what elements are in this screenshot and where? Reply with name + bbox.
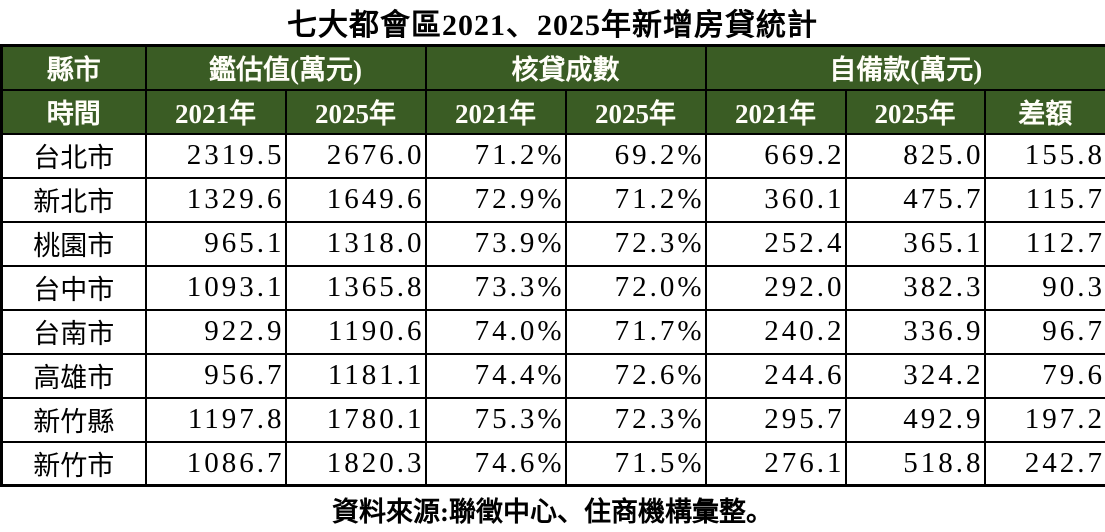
ltv-2025-cell: 71.7%	[566, 310, 706, 354]
appraisal-2025-cell: 2676.0	[286, 134, 426, 178]
ltv-2025-cell: 72.6%	[566, 354, 706, 398]
ltv-2025-cell: 72.3%	[566, 222, 706, 266]
appraisal-2021-cell: 1086.7	[146, 442, 286, 486]
diff-cell: 155.8	[985, 134, 1105, 178]
ltv-2021-cell: 71.2%	[426, 134, 566, 178]
down-2025-cell: 825.0	[846, 134, 985, 178]
down-2025-cell: 492.9	[846, 398, 985, 442]
table-row-taichung: 台中市 1093.1 1365.8 73.3% 72.0% 292.0 382.…	[2, 266, 1105, 310]
header-group-appraisal: 鑑估值(萬元)	[146, 46, 426, 90]
city-cell: 台北市	[2, 134, 146, 178]
ltv-2021-cell: 74.0%	[426, 310, 566, 354]
ltv-2025-cell: 72.0%	[566, 266, 706, 310]
city-cell: 高雄市	[2, 354, 146, 398]
appraisal-2025-cell: 1318.0	[286, 222, 426, 266]
appraisal-2021-cell: 956.7	[146, 354, 286, 398]
header-corner-time: 時間	[2, 90, 146, 134]
ltv-2025-cell: 71.5%	[566, 442, 706, 486]
city-cell: 台中市	[2, 266, 146, 310]
appraisal-2025-cell: 1820.3	[286, 442, 426, 486]
table-row-kaohsiung: 高雄市 956.7 1181.1 74.4% 72.6% 244.6 324.2…	[2, 354, 1105, 398]
ltv-2021-cell: 73.3%	[426, 266, 566, 310]
down-2025-cell: 475.7	[846, 178, 985, 222]
down-2021-cell: 292.0	[706, 266, 846, 310]
down-2025-cell: 324.2	[846, 354, 985, 398]
ltv-2025-cell: 71.2%	[566, 178, 706, 222]
diff-cell: 115.7	[985, 178, 1105, 222]
appraisal-2025-cell: 1190.6	[286, 310, 426, 354]
down-2021-cell: 244.6	[706, 354, 846, 398]
appraisal-2021-cell: 2319.5	[146, 134, 286, 178]
table-row-taoyuan: 桃園市 965.1 1318.0 73.9% 72.3% 252.4 365.1…	[2, 222, 1105, 266]
header-corner-city: 縣市	[2, 46, 146, 90]
table-row-tainan: 台南市 922.9 1190.6 74.0% 71.7% 240.2 336.9…	[2, 310, 1105, 354]
diff-cell: 96.7	[985, 310, 1105, 354]
header-ltv-2025: 2025年	[566, 90, 706, 134]
appraisal-2025-cell: 1181.1	[286, 354, 426, 398]
table-row-hsinchu-county: 新竹縣 1197.8 1780.1 75.3% 72.3% 295.7 492.…	[2, 398, 1105, 442]
header-down-2025: 2025年	[846, 90, 985, 134]
city-cell: 新竹市	[2, 442, 146, 486]
diff-cell: 197.2	[985, 398, 1105, 442]
ltv-2021-cell: 74.6%	[426, 442, 566, 486]
down-2025-cell: 336.9	[846, 310, 985, 354]
diff-cell: 112.7	[985, 222, 1105, 266]
header-diff: 差額	[985, 90, 1105, 134]
appraisal-2021-cell: 1197.8	[146, 398, 286, 442]
header-down-2021: 2021年	[706, 90, 846, 134]
down-2021-cell: 669.2	[706, 134, 846, 178]
ltv-2021-cell: 75.3%	[426, 398, 566, 442]
appraisal-2021-cell: 1093.1	[146, 266, 286, 310]
table-row-taipei: 台北市 2319.5 2676.0 71.2% 69.2% 669.2 825.…	[2, 134, 1105, 178]
table-row-newtaipei: 新北市 1329.6 1649.6 72.9% 71.2% 360.1 475.…	[2, 178, 1105, 222]
down-2021-cell: 252.4	[706, 222, 846, 266]
appraisal-2021-cell: 965.1	[146, 222, 286, 266]
down-2021-cell: 240.2	[706, 310, 846, 354]
ltv-2021-cell: 73.9%	[426, 222, 566, 266]
appraisal-2025-cell: 1649.6	[286, 178, 426, 222]
diff-cell: 242.7	[985, 442, 1105, 486]
ltv-2025-cell: 69.2%	[566, 134, 706, 178]
appraisal-2025-cell: 1365.8	[286, 266, 426, 310]
appraisal-2021-cell: 1329.6	[146, 178, 286, 222]
down-2021-cell: 295.7	[706, 398, 846, 442]
city-cell: 桃園市	[2, 222, 146, 266]
table-row-hsinchu-city: 新竹市 1086.7 1820.3 74.6% 71.5% 276.1 518.…	[2, 442, 1105, 486]
appraisal-2025-cell: 1780.1	[286, 398, 426, 442]
header-group-downpayment: 自備款(萬元)	[706, 46, 1105, 90]
header-group-ltv: 核貸成數	[426, 46, 706, 90]
ltv-2021-cell: 74.4%	[426, 354, 566, 398]
page-title: 七大都會區2021、2025年新增房貸統計	[0, 0, 1105, 44]
diff-cell: 90.3	[985, 266, 1105, 310]
mortgage-stats-table: 縣市 鑑估值(萬元) 核貸成數 自備款(萬元) 時間 2021年 2025年 2…	[0, 44, 1105, 487]
down-2025-cell: 365.1	[846, 222, 985, 266]
city-cell: 新北市	[2, 178, 146, 222]
header-sub-row: 時間 2021年 2025年 2021年 2025年 2021年 2025年 差…	[2, 90, 1105, 134]
ltv-2025-cell: 72.3%	[566, 398, 706, 442]
city-cell: 台南市	[2, 310, 146, 354]
down-2025-cell: 518.8	[846, 442, 985, 486]
city-cell: 新竹縣	[2, 398, 146, 442]
diff-cell: 79.6	[985, 354, 1105, 398]
down-2025-cell: 382.3	[846, 266, 985, 310]
header-group-row: 縣市 鑑估值(萬元) 核貸成數 自備款(萬元)	[2, 46, 1105, 90]
header-ltv-2021: 2021年	[426, 90, 566, 134]
source-note: 資料來源:聯徵中心、住商機構彙整。	[0, 487, 1105, 532]
ltv-2021-cell: 72.9%	[426, 178, 566, 222]
header-appraisal-2021: 2021年	[146, 90, 286, 134]
down-2021-cell: 360.1	[706, 178, 846, 222]
appraisal-2021-cell: 922.9	[146, 310, 286, 354]
header-appraisal-2025: 2025年	[286, 90, 426, 134]
down-2021-cell: 276.1	[706, 442, 846, 486]
